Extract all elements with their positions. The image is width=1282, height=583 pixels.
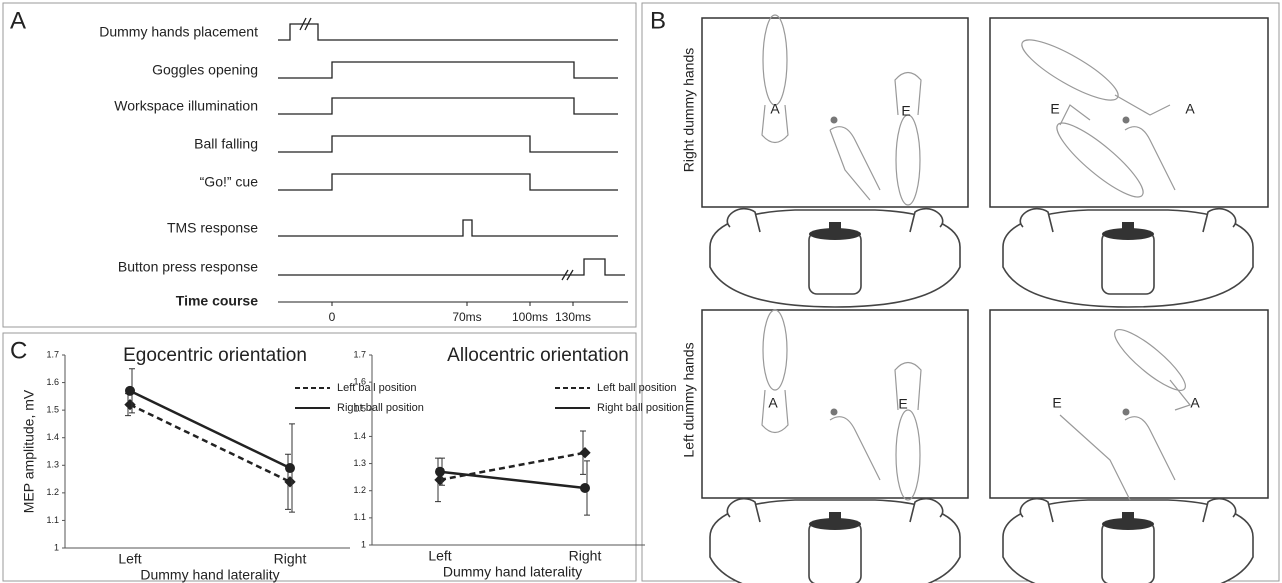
participant (710, 499, 960, 583)
signal-trace (278, 62, 618, 78)
workspace (990, 18, 1268, 207)
marker (435, 467, 445, 477)
row-label: Left dummy hands (681, 342, 697, 457)
signal-label: TMS response (167, 220, 258, 236)
hand-label: E (901, 103, 910, 119)
panel-label: C (10, 337, 27, 364)
panel-label: A (10, 7, 26, 34)
signal-trace (278, 98, 618, 114)
y-tick-label: 1.4 (46, 432, 59, 442)
y-tick-label: 1.1 (353, 512, 366, 522)
y-tick-label: 1.5 (46, 405, 59, 415)
workspace (702, 310, 968, 498)
y-tick-label: 1.4 (353, 431, 366, 441)
signal-trace (278, 24, 618, 40)
y-tick-label: 1.1 (46, 515, 59, 525)
x-tick-label: Right (569, 548, 602, 564)
marker (579, 447, 590, 458)
legend-label: Left ball position (337, 382, 417, 394)
chart-title: Egocentric orientation (123, 345, 307, 366)
signal-label: Button press response (118, 259, 258, 275)
hand-label: A (768, 395, 778, 411)
marker (285, 463, 295, 473)
y-tick-label: 1.2 (46, 487, 59, 497)
tick-label: 0 (329, 310, 336, 324)
signal-label: Workspace illumination (114, 98, 258, 114)
legend-label: Right ball position (597, 402, 684, 414)
figure: A B C A E E A A E E A (0, 0, 1282, 583)
series-line (440, 453, 585, 480)
y-tick-label: 1.6 (353, 377, 366, 387)
marker (580, 483, 590, 493)
signal-trace (278, 220, 618, 236)
y-tick-label: 1.3 (46, 460, 59, 470)
signal-label: Dummy hands placement (99, 24, 258, 40)
workspace (702, 18, 968, 207)
x-axis-label: Dummy hand laterality (140, 567, 279, 583)
signal-label: “Go!” cue (200, 174, 259, 190)
x-tick-label: Right (274, 551, 307, 567)
hand-label: E (1052, 395, 1061, 411)
signal-label: Ball falling (194, 136, 258, 152)
signal-trace (278, 136, 618, 152)
hand-label: A (1190, 395, 1200, 411)
participant (710, 209, 960, 307)
y-tick-label: 1.5 (353, 404, 366, 414)
marker (125, 386, 135, 396)
panel-c-frame (3, 333, 636, 581)
x-tick-label: Left (428, 548, 451, 564)
signal-trace (278, 174, 618, 190)
workspace (990, 310, 1268, 498)
hand-label: E (1050, 101, 1059, 117)
row-label: Right dummy hands (681, 48, 697, 173)
y-axis-label: MEP amplitude, mV (21, 389, 37, 513)
hand-label: A (770, 101, 780, 117)
signal-trace (278, 259, 625, 275)
series-line (130, 405, 290, 482)
series-line (130, 391, 290, 468)
panel-a-frame (3, 3, 636, 327)
y-tick-label: 1.3 (353, 458, 366, 468)
participant (1003, 209, 1253, 307)
axis-label: Time course (176, 293, 258, 309)
y-tick-label: 1.7 (353, 349, 366, 359)
participant (1003, 499, 1253, 583)
tick-label: 70ms (452, 310, 481, 324)
panel-label: B (650, 7, 666, 34)
scenes: A E E A A E E A Right dummy hands Left d… (681, 15, 1268, 583)
x-tick-label: Left (118, 551, 141, 567)
tick-label: 100ms (512, 310, 548, 324)
marker (284, 476, 295, 487)
series-line (440, 472, 585, 488)
hand-label: A (1185, 101, 1195, 117)
legend-label: Left ball position (597, 382, 677, 394)
y-tick-label: 1 (361, 539, 366, 549)
chart-title: Allocentric orientation (447, 345, 629, 366)
x-axis-label: Dummy hand laterality (443, 564, 582, 580)
y-tick-label: 1 (54, 542, 59, 552)
y-tick-label: 1.7 (46, 349, 59, 359)
y-tick-label: 1.2 (353, 485, 366, 495)
tick-label: 130ms (555, 310, 591, 324)
y-tick-label: 1.6 (46, 377, 59, 387)
marker (124, 399, 135, 410)
legend-label: Right ball position (337, 402, 424, 414)
hand-label: E (898, 396, 907, 412)
signal-label: Goggles opening (152, 62, 258, 78)
